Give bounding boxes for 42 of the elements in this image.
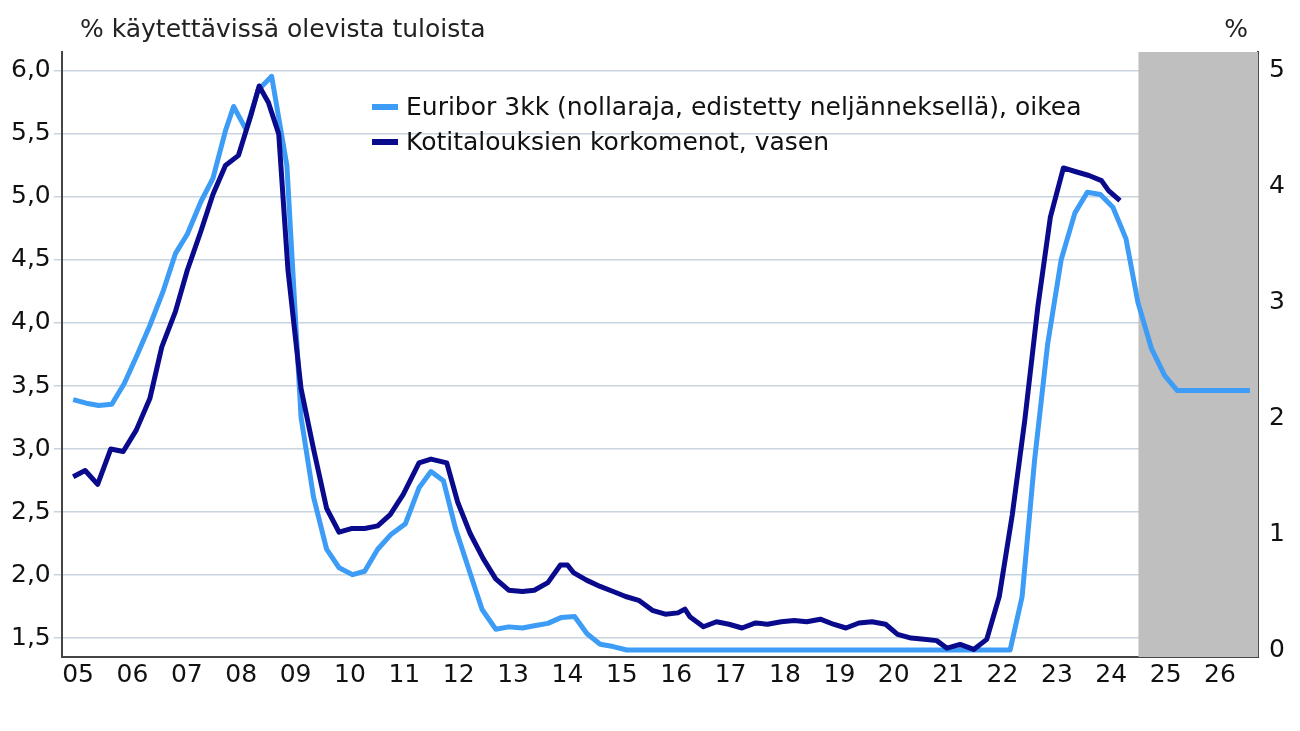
legend-label: Euribor 3kk (nollaraja, edistetty neljänneksellä), oikea xyxy=(406,92,1082,121)
legend-label: Kotitalouksien korkomenot, vasen xyxy=(406,127,829,156)
y-tick-label: 3,5 xyxy=(10,369,51,399)
y2-tick-label: 5 xyxy=(1269,54,1285,84)
y-tick-label: 4,0 xyxy=(10,306,51,336)
x-tick-label: 16 xyxy=(660,658,693,688)
x-tick-label: 23 xyxy=(1040,658,1073,688)
x-tick-label: 19 xyxy=(823,658,856,688)
y-tick-label: 2,5 xyxy=(10,495,51,525)
y2-tick-label: 1 xyxy=(1269,517,1285,547)
x-tick-label: 22 xyxy=(986,658,1019,688)
x-tick-label: 08 xyxy=(225,658,258,688)
y2-tick-label: 2 xyxy=(1269,401,1285,431)
x-tick-label: 25 xyxy=(1149,658,1182,688)
x-tick-label: 06 xyxy=(116,658,149,688)
x-tick-label: 15 xyxy=(605,658,638,688)
y-tick-label: 5,0 xyxy=(10,180,51,210)
y-tick-label: 3,0 xyxy=(10,432,51,462)
x-tick-label: 20 xyxy=(877,658,910,688)
x-tick-label: 14 xyxy=(551,658,584,688)
y-tick-label: 5,5 xyxy=(10,117,51,147)
x-tick-label: 05 xyxy=(62,658,94,688)
y-tick-label: 2,0 xyxy=(10,558,51,588)
x-tick-label: 13 xyxy=(497,658,530,688)
y2-axis-title: % xyxy=(1224,14,1248,43)
x-tick-label: 17 xyxy=(714,658,747,688)
x-tick-label: 12 xyxy=(442,658,475,688)
y2-tick-label: 0 xyxy=(1269,633,1285,663)
x-tick-label: 11 xyxy=(388,658,421,688)
y-tick-label: 4,5 xyxy=(10,243,51,273)
x-tick-label: 09 xyxy=(279,658,312,688)
y-axis-title: % käytettävissä olevista tuloista xyxy=(80,14,486,43)
x-tick-label: 07 xyxy=(170,658,203,688)
x-tick-label: 26 xyxy=(1204,658,1236,688)
x-tick-label: 21 xyxy=(932,658,965,688)
y2-tick-label: 3 xyxy=(1269,285,1285,315)
x-tick-label: 18 xyxy=(769,658,801,688)
y2-tick-label: 4 xyxy=(1269,169,1285,199)
x-tick-label: 24 xyxy=(1095,658,1128,688)
x-tick-label: 10 xyxy=(334,658,366,688)
y-tick-label: 6,0 xyxy=(10,54,51,84)
y-tick-label: 1,5 xyxy=(10,621,51,651)
